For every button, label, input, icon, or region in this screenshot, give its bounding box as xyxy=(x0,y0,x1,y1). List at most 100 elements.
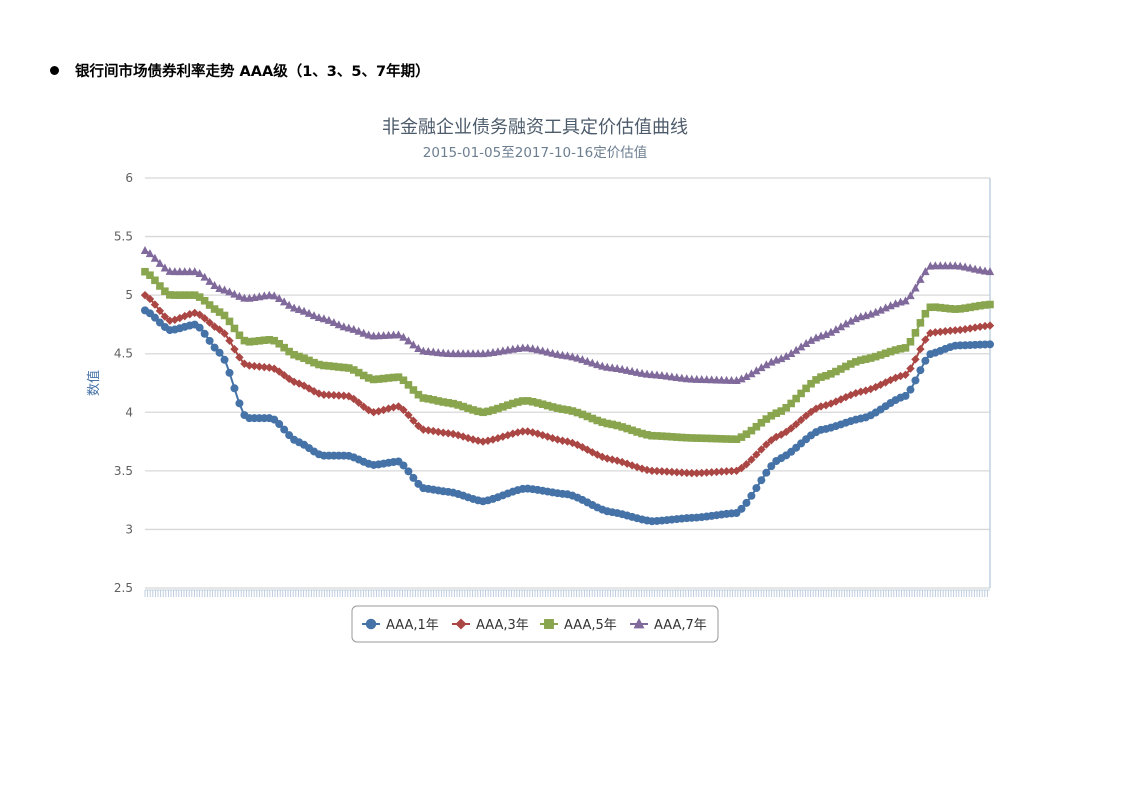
series-point xyxy=(831,397,841,406)
series-point xyxy=(151,276,159,285)
series-point xyxy=(399,405,408,415)
series-point xyxy=(145,249,155,258)
series-point xyxy=(215,284,224,293)
series-point xyxy=(339,391,349,400)
series-point xyxy=(508,429,518,438)
series-point xyxy=(275,294,284,303)
series-point xyxy=(429,396,438,404)
series-point xyxy=(832,367,840,376)
series-point xyxy=(558,405,567,413)
series-point xyxy=(533,399,542,407)
series-point xyxy=(225,368,234,377)
series-point xyxy=(230,344,239,354)
series-point xyxy=(965,263,975,272)
series-point xyxy=(598,361,607,370)
series-point xyxy=(737,374,746,383)
series-point xyxy=(742,372,751,381)
y-tick-label: 3.5 xyxy=(114,464,133,478)
series-layer xyxy=(140,246,995,526)
series-point xyxy=(454,401,462,409)
series-point xyxy=(548,348,557,357)
series-point xyxy=(444,429,453,438)
series-point xyxy=(275,367,284,376)
series-point xyxy=(787,399,795,408)
series-point xyxy=(647,466,657,476)
series-point xyxy=(225,287,234,296)
series-point xyxy=(717,435,726,443)
series-point xyxy=(891,346,900,354)
series-point xyxy=(235,331,244,340)
series-point xyxy=(981,301,989,309)
series-point xyxy=(652,466,662,476)
series-point xyxy=(305,356,313,365)
series-point xyxy=(886,347,895,356)
series-point xyxy=(643,431,651,439)
series-point xyxy=(145,294,155,304)
series-point xyxy=(613,421,621,430)
series-point xyxy=(603,419,612,428)
series-point xyxy=(324,315,334,324)
series-point xyxy=(379,374,388,383)
series-point xyxy=(290,350,298,359)
series-point xyxy=(638,429,646,438)
series-point xyxy=(434,397,443,405)
grid-layer xyxy=(145,177,991,589)
series-point xyxy=(692,468,701,478)
series-point xyxy=(876,305,885,314)
series-point xyxy=(399,461,408,470)
series-point xyxy=(176,291,184,299)
series-point xyxy=(150,300,160,309)
series-point xyxy=(782,351,791,360)
series-point xyxy=(543,347,552,356)
y-tick-label: 4.5 xyxy=(114,347,133,361)
series-point xyxy=(439,398,448,406)
series-point xyxy=(672,468,682,477)
series-point xyxy=(936,303,945,312)
series-point xyxy=(255,362,264,371)
series-point xyxy=(330,362,338,371)
series-point xyxy=(911,283,920,292)
series-point xyxy=(752,422,761,431)
y-tick-label: 2.5 xyxy=(114,581,133,595)
series-point xyxy=(583,356,592,365)
series-point xyxy=(677,373,687,382)
series-point xyxy=(399,332,408,341)
series-point xyxy=(971,302,979,311)
series-point xyxy=(200,329,209,338)
series-point xyxy=(970,264,980,273)
series-point xyxy=(504,401,512,409)
series-point xyxy=(533,345,542,354)
series-point xyxy=(414,390,423,399)
series-point xyxy=(275,420,284,429)
series-point xyxy=(792,394,800,403)
series-point xyxy=(866,354,875,362)
series-point xyxy=(622,365,632,374)
series-point xyxy=(553,404,562,412)
series-point xyxy=(394,402,403,411)
series-point xyxy=(683,433,691,442)
series-point xyxy=(464,404,472,413)
series-point xyxy=(881,303,890,312)
series-point xyxy=(359,371,368,380)
series-point xyxy=(449,399,457,408)
series-point xyxy=(439,428,448,437)
series-point xyxy=(881,349,890,358)
series-point xyxy=(455,618,467,630)
series-point xyxy=(657,371,667,380)
series-point xyxy=(747,369,756,378)
series-point xyxy=(309,387,319,396)
series-point xyxy=(155,258,165,267)
series-point xyxy=(732,435,741,444)
series-point xyxy=(150,253,160,262)
series-point xyxy=(697,468,706,478)
series-point xyxy=(295,352,303,361)
series-point xyxy=(876,351,885,359)
series-point xyxy=(727,466,736,476)
series-point xyxy=(354,326,363,335)
series-point xyxy=(210,305,219,313)
series-point xyxy=(339,322,349,331)
series-point xyxy=(578,410,587,419)
series-point xyxy=(573,408,582,417)
series-point xyxy=(846,316,856,325)
series-point xyxy=(916,366,925,375)
